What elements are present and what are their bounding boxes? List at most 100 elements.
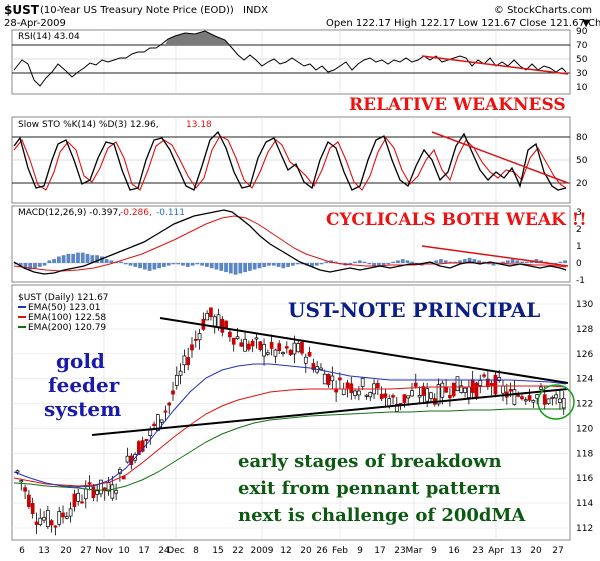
candle-down (527, 395, 532, 401)
x-tick-label: Mar (406, 546, 423, 556)
sto-d-line (13, 135, 567, 191)
macd-hist-bar (271, 263, 276, 266)
annotation-ust-note: UST-NOTE PRINCIPAL (288, 298, 540, 322)
candle-down (542, 394, 547, 405)
y-tick-label: 3 (576, 208, 582, 218)
macd-hist-bar (99, 256, 104, 263)
macd-hist-bar (181, 263, 185, 266)
candle-down (80, 501, 84, 504)
vertical-gridlines (12, 30, 570, 540)
candle-up (95, 490, 100, 495)
macd-hist-bar (56, 256, 61, 263)
macd-group: MACD(12,26,9) -0.397, -0.286, -0.111 (12, 208, 570, 275)
y-tick-label: 120 (576, 424, 593, 434)
y-tick-label: 122 (576, 400, 593, 410)
candle-up (197, 333, 202, 341)
y-tick-label: 1 (576, 242, 582, 252)
macd-hist-bar (205, 263, 209, 267)
macd-hist-bar (209, 263, 214, 269)
x-tick-label: 24 (158, 546, 170, 556)
candle-down (137, 441, 141, 455)
macd-hist-bar (18, 263, 23, 267)
macd-hist-bar (90, 255, 95, 263)
candle-up (159, 419, 164, 423)
y-tick-label: 50 (576, 156, 588, 166)
exchange: INDX (243, 5, 268, 16)
candle-up (174, 374, 179, 386)
candle-down (171, 390, 175, 395)
x-tick-label: 6 (19, 546, 25, 556)
candle-up (357, 390, 361, 396)
annotation-cyclicals-weak: CYCLICALS BOTH WEAK !! (326, 210, 587, 230)
candle-up (205, 313, 210, 321)
y-tick-label: 118 (576, 449, 593, 459)
candle-up (558, 398, 562, 403)
macd-hist-bar (162, 263, 166, 267)
candle-up (440, 382, 445, 398)
macd-hist-bar (248, 263, 252, 271)
macd-hist-bar (28, 263, 33, 270)
candle-down (258, 341, 263, 350)
candle-up (265, 352, 270, 355)
annotation-relative-weakness: RELATIVE WEAKNESS (349, 95, 566, 115)
candle-up (292, 342, 297, 355)
macd-trendline (421, 245, 569, 267)
x-tick-label: 15 (212, 546, 223, 556)
y-tick-label: 112 (576, 524, 593, 534)
candle-down (402, 394, 407, 404)
candle-down (288, 349, 293, 355)
macd-hist-bar (357, 260, 362, 263)
macd-hist-bar (472, 259, 477, 263)
macd-hist-bar (510, 259, 515, 263)
macd-hist-bar (372, 263, 376, 266)
y-tick-label: 80 (576, 133, 588, 143)
candle-down (493, 374, 498, 395)
candle-down (269, 342, 274, 349)
candle-up (76, 493, 81, 502)
macd-hist-bar (434, 260, 439, 263)
candle-down (186, 357, 191, 366)
candle-up (322, 373, 327, 385)
candle-down (190, 344, 194, 351)
chart-header: $UST (10-Year US Treasury Note Price (EO… (4, 3, 600, 29)
macd-hist-bar (505, 260, 510, 263)
symbol: $UST (4, 3, 40, 17)
macd-hist-bar (367, 263, 372, 265)
x-tick-label: 20 (530, 546, 542, 556)
macd-hist-bar (462, 259, 467, 263)
macd-hist-bar (185, 263, 190, 267)
macd-hist-bar (157, 263, 162, 269)
candle-up (83, 488, 88, 500)
candle-up (273, 349, 278, 357)
candle-up (182, 355, 187, 366)
macd-hist-bar (190, 263, 195, 266)
macd-hist-bar (152, 263, 157, 270)
x-tick-label: Feb (332, 546, 348, 556)
macd-signal-value: -0.286, (120, 208, 152, 218)
x-tick-label: 9 (431, 546, 437, 556)
macd-hist-bar (37, 263, 42, 267)
candle-up (417, 395, 422, 398)
macd-hist-bar (214, 263, 219, 270)
candle-up (281, 352, 285, 354)
ema50-line (13, 363, 567, 488)
macd-hist-bar (443, 260, 448, 263)
sto-trendline (431, 131, 569, 184)
x-tick-label: 2009 (251, 546, 274, 556)
candle-up (125, 455, 130, 463)
candle-up (303, 356, 308, 364)
macd-hist-bar (257, 263, 262, 269)
candle-down (338, 377, 342, 381)
macd-hist-bar (400, 259, 405, 263)
candle-down (61, 512, 65, 518)
candle-down (30, 503, 35, 515)
candle-down (228, 331, 232, 338)
candle-up (15, 470, 20, 473)
macd-hist-bar (515, 260, 520, 263)
macd-hist-bar (95, 255, 99, 263)
macd-hist-bar (71, 253, 76, 263)
candle-down (421, 386, 426, 396)
macd-hist-bar (439, 259, 443, 263)
macd-hist-bar (458, 260, 462, 263)
annotation-breakdown-line2: exit from pennant pattern (238, 478, 501, 499)
